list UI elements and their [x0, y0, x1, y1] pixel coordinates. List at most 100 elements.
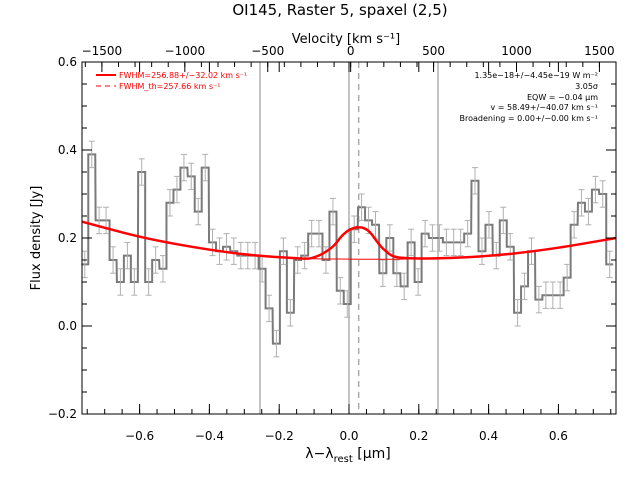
error-bar-44 [393, 259, 400, 287]
error-bar-46 [408, 228, 415, 257]
top-axis-label: Velocity [km s⁻¹] [292, 32, 400, 47]
error-bar-74 [606, 250, 613, 279]
error-bar-10 [152, 246, 159, 274]
error-bar-17 [202, 153, 209, 182]
legend-fit-label: FWHM=256.88+/−32.02 km s⁻¹ [119, 71, 247, 80]
x-tick-label: −0.6 [125, 429, 154, 443]
error-bar-6 [124, 241, 131, 270]
error-bar-45 [401, 272, 408, 301]
y-tick-label: 0.2 [58, 231, 77, 245]
error-bar-57 [485, 211, 492, 239]
error-bar-68 [564, 263, 571, 292]
error-bar-9 [145, 268, 152, 296]
error-bar-59 [500, 206, 507, 235]
annotation-line-flux: 1.35e−18+/−4.45e−19 W m⁻² [474, 71, 598, 80]
error-bar-52 [450, 228, 457, 257]
error-bar-50 [436, 224, 443, 252]
error-bar-0 [81, 250, 88, 279]
axes: −0.6 −0.4 −0.2 0.0 0.2 0.4 0.6 −1500 −1000 −500 0 5… [48, 44, 617, 443]
error-bar-48 [422, 219, 429, 248]
error-bar-47 [415, 268, 422, 296]
velocity-tick-label: 0 [347, 44, 355, 58]
x-tick-label: −0.4 [195, 429, 224, 443]
chart-title: OI145, Raster 5, spaxel (2,5) [232, 1, 447, 19]
annotation-significance: 3.05σ [575, 82, 598, 91]
error-bar-33 [315, 219, 322, 248]
error-bar-13 [173, 175, 180, 204]
annotation-velocity: v = 58.49+/−40.07 km s⁻¹ [490, 103, 598, 112]
error-bar-55 [471, 167, 478, 195]
error-bar-61 [514, 299, 521, 327]
error-bar-32 [308, 219, 315, 248]
fit-annotations: 1.35e−18+/−4.45e−19 W m⁻² 3.05σ EQW = −0… [460, 71, 599, 123]
legend: FWHM=256.88+/−32.02 km s⁻¹ FWHM_th=257.6… [96, 71, 247, 91]
velocity-tick-label: 1000 [501, 44, 532, 58]
error-bar-1 [88, 140, 95, 169]
error-bar-8 [138, 158, 145, 186]
error-bar-7 [131, 268, 138, 296]
y-tick-label: 0.4 [58, 143, 77, 157]
error-bar-28 [280, 237, 287, 265]
error-bar-30 [294, 246, 301, 274]
annotation-broadening: Broadening = 0.00+/−0.00 km s⁻¹ [460, 114, 598, 123]
velocity-tick-label: 1500 [584, 44, 615, 58]
error-bar-20 [223, 233, 230, 261]
x-axis-label: λ−λrest [μm] [305, 446, 390, 465]
error-bar-21 [230, 237, 237, 265]
error-bar-16 [195, 197, 202, 226]
spectrum-histogram [81, 153, 614, 345]
error-bar-67 [557, 281, 564, 309]
error-bar-27 [273, 329, 280, 358]
error-bar-37 [344, 290, 351, 318]
error-bar-49 [429, 224, 436, 252]
error-bar-5 [117, 268, 124, 296]
error-bar-2 [96, 206, 103, 235]
error-bar-12 [166, 189, 173, 217]
error-bar-53 [457, 228, 464, 257]
error-bar-22 [237, 241, 244, 270]
error-bar-69 [571, 211, 578, 239]
x-axis-label-sub: rest [334, 454, 353, 465]
error-bar-15 [188, 162, 195, 191]
error-bar-29 [287, 299, 294, 327]
x-tick-label: 0.4 [479, 429, 498, 443]
error-bar-62 [521, 272, 528, 301]
error-bar-4 [110, 246, 117, 274]
error-bar-70 [578, 189, 585, 217]
error-bar-14 [180, 153, 187, 182]
error-bar-35 [329, 197, 336, 226]
y-tick-label: 0.0 [58, 319, 77, 333]
x-tick-label: 0.0 [339, 429, 358, 443]
error-bar-31 [301, 241, 308, 270]
velocity-tick-label: −1500 [82, 44, 123, 58]
error-bar-42 [379, 259, 386, 287]
error-bar-66 [549, 281, 556, 309]
velocity-tick-label: 500 [422, 44, 445, 58]
annotation-eqw: EQW = −0.04 μm [527, 93, 598, 102]
y-axis-label: Flux density [Jy] [29, 186, 44, 291]
error-bar-65 [542, 281, 549, 309]
error-bar-11 [159, 255, 166, 283]
error-bar-26 [266, 294, 273, 323]
x-axis-label-main: λ−λ [305, 446, 333, 462]
error-bar-51 [443, 228, 450, 257]
x-tick-label: 0.6 [549, 429, 568, 443]
error-bar-39 [358, 193, 365, 221]
x-tick-label: −0.2 [265, 429, 294, 443]
x-axis-label-unit: [μm] [353, 446, 391, 462]
x-tick-label: 0.2 [409, 429, 428, 443]
gaussian-fit-curve [81, 220, 617, 260]
error-bar-56 [478, 237, 485, 265]
error-bar-36 [337, 277, 344, 305]
error-bar-54 [464, 219, 471, 248]
error-bar-60 [507, 233, 514, 261]
legend-thermal-label: FWHM_th=257.66 km s⁻¹ [119, 82, 220, 91]
y-tick-label: 0.6 [58, 55, 77, 69]
plot-content [81, 62, 617, 414]
error-bar-72 [592, 175, 599, 204]
error-bar-71 [585, 197, 592, 226]
error-bar-64 [535, 285, 542, 314]
